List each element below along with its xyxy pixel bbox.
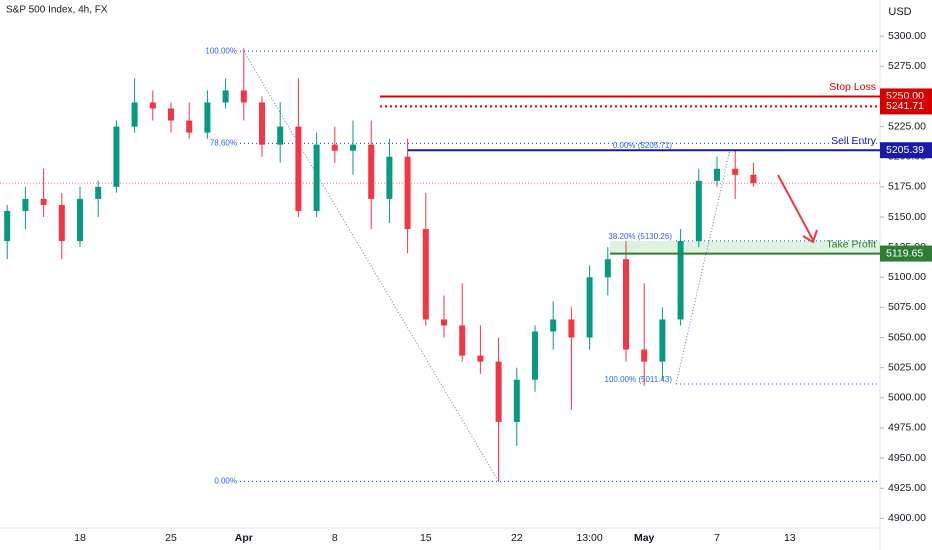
price-badge-label: 5205.39 — [886, 144, 924, 156]
x-tick-label: 8 — [332, 532, 338, 544]
x-tick-label: 13:00 — [576, 532, 602, 544]
candle-body — [331, 144, 338, 151]
candle-body — [131, 102, 138, 127]
candle-body — [113, 126, 120, 187]
level-name: Stop Loss — [829, 81, 876, 93]
candle-body — [350, 144, 356, 151]
x-tick-label: 25 — [165, 532, 177, 544]
candle-body — [259, 102, 265, 145]
candle-body — [532, 331, 538, 380]
y-tick-label: 5075.00 — [888, 301, 926, 313]
fib-trend — [675, 149, 731, 385]
candle-body — [186, 120, 193, 133]
candle-body — [58, 204, 65, 242]
y-tick-label: 5025.00 — [888, 361, 926, 373]
candle-body — [441, 319, 447, 326]
candle-body — [404, 156, 411, 230]
candle-body — [714, 168, 720, 181]
candle-body — [313, 144, 320, 211]
candle-body — [604, 259, 611, 278]
candle-body — [22, 198, 29, 211]
y-tick-label: 5275.00 — [888, 60, 926, 72]
y-tick-label: 5175.00 — [888, 181, 926, 193]
y-tick-label: 4950.00 — [888, 452, 926, 464]
candle-body — [222, 90, 229, 103]
price-badge-label: 5119.65 — [886, 247, 923, 259]
candle-body — [4, 210, 11, 242]
candle-body — [568, 319, 575, 338]
x-tick-label: May — [634, 532, 655, 544]
candle-body — [750, 174, 757, 184]
candle-body — [495, 361, 502, 422]
y-tick-label: 5225.00 — [888, 120, 926, 132]
y-tick-label: 4925.00 — [888, 482, 926, 494]
level-name: Sell Entry — [831, 135, 877, 147]
candle-body — [459, 325, 466, 356]
candle-body — [240, 90, 247, 103]
candle-body — [677, 241, 684, 320]
price-badge-label: 5241.71 — [886, 100, 924, 112]
arrow — [777, 174, 814, 241]
x-tick-label: 18 — [74, 532, 86, 544]
fib-label: 100.00% (5011.43) — [605, 375, 673, 384]
x-tick-label: 22 — [511, 532, 523, 544]
candle-body — [477, 355, 484, 362]
candle-body — [659, 319, 666, 362]
candle-body — [586, 277, 593, 338]
price-badge — [880, 98, 932, 115]
candle-body — [695, 180, 702, 242]
price-badge — [880, 142, 932, 159]
currency: USD — [888, 6, 911, 18]
y-tick-label: 5000.00 — [888, 392, 926, 404]
candle-body — [641, 349, 648, 362]
y-tick-label: 4975.00 — [888, 422, 926, 434]
x-tick-label: 7 — [714, 532, 720, 544]
y-tick-label: 4900.00 — [888, 512, 926, 524]
level-name: Take Profit — [826, 238, 876, 250]
y-tick-label: 5100.00 — [888, 271, 926, 283]
y-tick-label: 5150.00 — [888, 211, 926, 223]
fib-label: 38.20% (5130.26) — [608, 232, 672, 241]
candle-body — [168, 108, 174, 121]
x-tick-label: 15 — [420, 532, 432, 544]
candle-body — [77, 198, 83, 242]
price-badge — [880, 245, 932, 262]
candle-body — [623, 259, 629, 350]
fib-trend — [243, 50, 500, 482]
y-tick-label: 5300.00 — [888, 30, 926, 42]
candle-body — [422, 229, 429, 320]
take-profit-zone — [610, 240, 880, 254]
candle-body — [204, 102, 211, 133]
fib-label: 0.00% — [214, 476, 237, 485]
fib-label: 100.00% — [205, 46, 237, 55]
candle-body — [295, 126, 302, 211]
candle-body — [277, 126, 284, 145]
candle-body — [95, 186, 102, 199]
x-tick-label: 13 — [784, 532, 796, 544]
candle-body — [732, 168, 739, 175]
candle-body — [513, 379, 520, 422]
candle-body — [550, 319, 557, 332]
y-tick-label: 5050.00 — [888, 331, 926, 343]
candle-body — [368, 144, 375, 199]
candle-body — [386, 156, 393, 199]
x-tick-label: Apr — [235, 532, 253, 544]
candle-body — [40, 198, 47, 205]
chart-title: S&P 500 Index, 4h, FX — [6, 5, 108, 16]
candle-body — [149, 102, 156, 109]
fib-label: 78.60% — [210, 139, 237, 148]
arrow-head — [802, 229, 818, 244]
fib-label: 0.00% (5205.71) — [613, 141, 672, 150]
